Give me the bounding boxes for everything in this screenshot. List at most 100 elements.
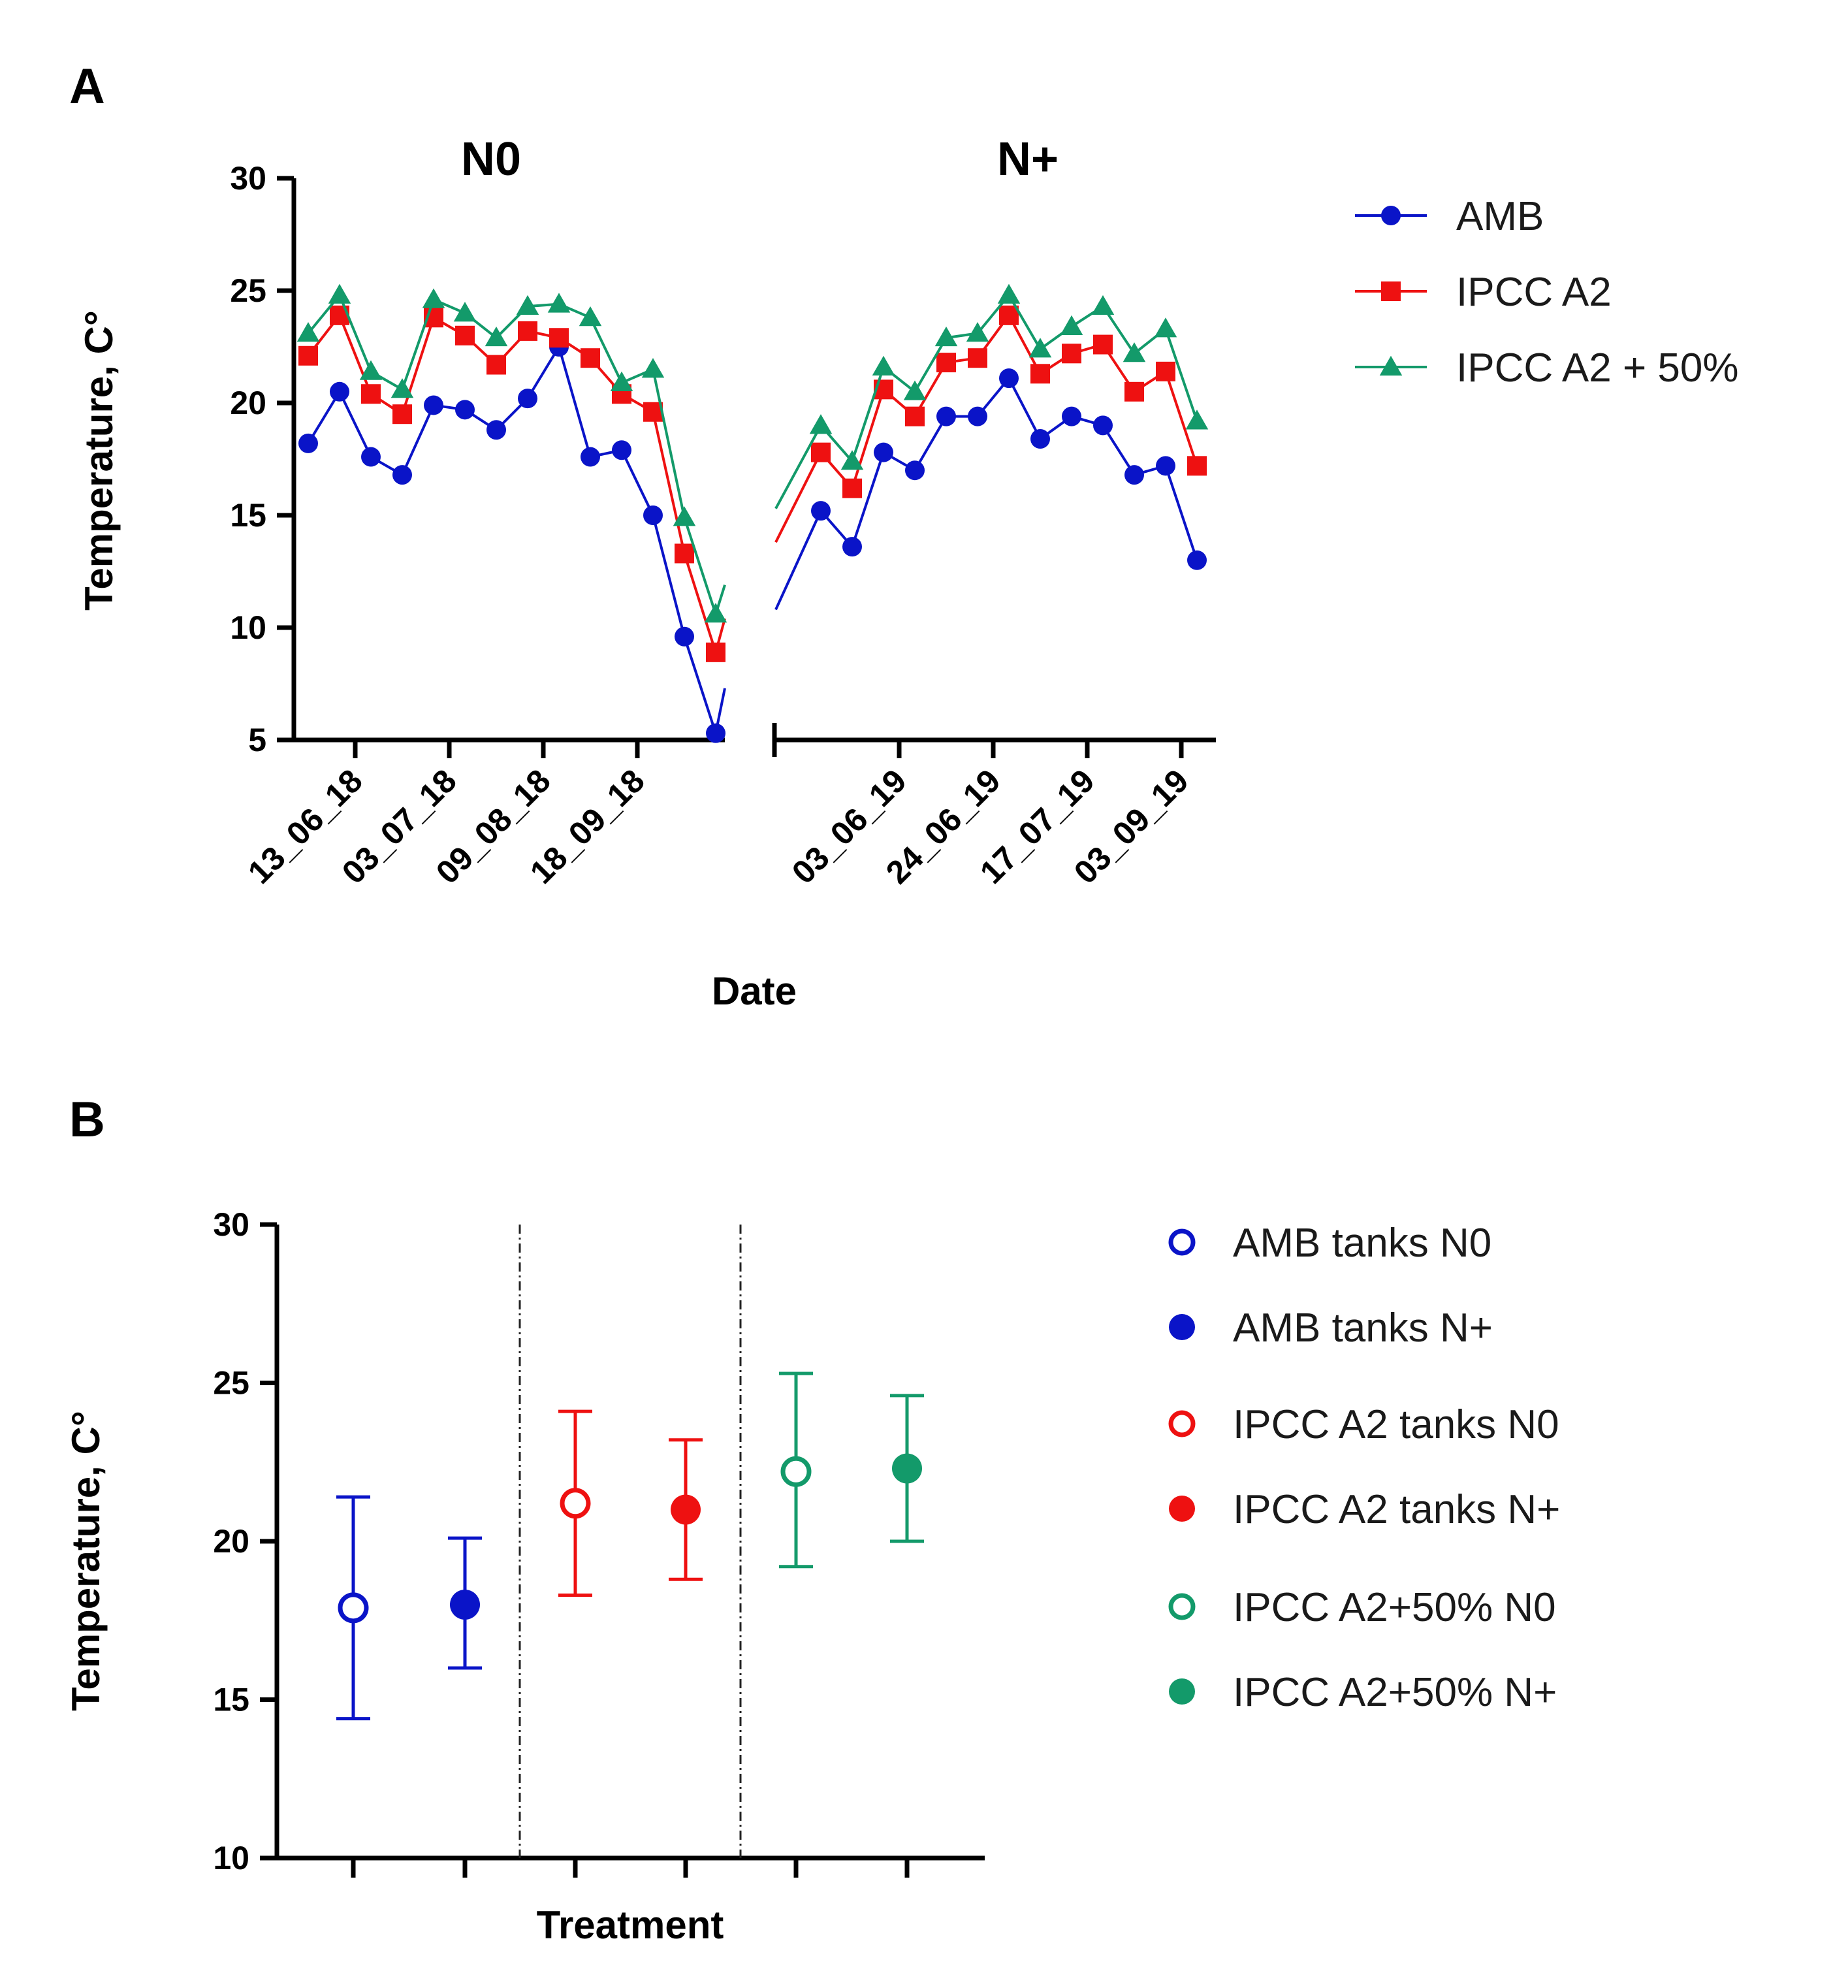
- point-n0-ipcc-a2-0: [298, 345, 318, 366]
- panel-b-ytick-label-25: 25: [213, 1365, 249, 1402]
- point-n-ipcc-a2-0: [811, 442, 831, 462]
- panel-a-ytick-label-20: 20: [230, 385, 266, 421]
- point-n0-amb-6: [486, 420, 506, 440]
- legend-b-label-amb-tanks-n0: AMB tanks N0: [1233, 1221, 1491, 1266]
- legend-b-marker-ipcc-a2-tanks-n0: [1168, 1410, 1196, 1437]
- legend-b-label-ipcc-a2-tanks-n: IPCC A2 tanks N+: [1233, 1487, 1560, 1532]
- panel-a-letter: A: [69, 59, 105, 114]
- point-n-amb-2: [874, 442, 893, 462]
- panel-a-ytick-label-30: 30: [230, 160, 266, 197]
- point-n-amb-12: [1187, 550, 1207, 570]
- point-n0-ipcc-a2-50-0: [296, 322, 320, 342]
- point-n-ipcc-a2-1: [842, 478, 862, 498]
- legend-a-marker-ipcc-a2: [1381, 281, 1401, 301]
- point-n-amb-11: [1156, 456, 1175, 476]
- panel-a-series: [296, 283, 1209, 743]
- panel-b-ylabel: Temperature, C°: [64, 1411, 108, 1711]
- point-n-ipcc-a2-4: [936, 353, 956, 373]
- point-n-ipcc-a2-8: [1062, 344, 1081, 364]
- point-n-ipcc-a2-50-7: [1028, 338, 1052, 358]
- point-n-ipcc-a2-50-0: [809, 414, 833, 434]
- point-n-amb-8: [1062, 406, 1081, 426]
- point-n-ipcc-a2-50-4: [934, 326, 958, 347]
- point-n-amb-0: [811, 501, 831, 521]
- point-n0-ipcc-a2-6: [486, 355, 506, 375]
- point-n-amb-6: [999, 368, 1019, 389]
- point-n0-amb-2: [361, 447, 381, 467]
- point-n0-ipcc-a2-50-7: [516, 295, 539, 315]
- point-n-ipcc-a2-50-2: [872, 355, 895, 376]
- point-n0-amb-3: [392, 465, 412, 485]
- point-n0-ipcc-a2-8: [549, 328, 569, 348]
- point-n-amb-9: [1093, 415, 1113, 436]
- point-n-ipcc-a2-50-9: [1091, 295, 1115, 315]
- point-n-ipcc-a2-50-8: [1060, 315, 1083, 335]
- legend-a-marker-amb: [1381, 206, 1401, 225]
- legend-b-label-amb-tanks-n: AMB tanks N+: [1233, 1306, 1493, 1351]
- point-n-ipcc-a2-50-10: [1123, 342, 1146, 362]
- panel-a-ylabel: Temperature, C°: [77, 310, 121, 611]
- legend-b-label-ipcc-a2-tanks-n0: IPCC A2 tanks N0: [1233, 1402, 1559, 1447]
- legend-b-marker-ipcc-a2-50-n: [1169, 1678, 1195, 1705]
- mean-point-amb-tanks-n: [450, 1590, 480, 1620]
- point-n0-ipcc-a2-13: [706, 642, 725, 662]
- panel-a-xlabel: Date: [712, 969, 797, 1013]
- point-n-ipcc-a2-7: [1030, 364, 1050, 384]
- point-n0-ipcc-a2-50-9: [579, 306, 602, 327]
- facet-title-n0: N0: [461, 133, 521, 185]
- panel-b-ytick-label-10: 10: [213, 1840, 249, 1876]
- point-n0-ipcc-a2-50-4: [422, 288, 445, 308]
- point-n0-amb-0: [298, 433, 318, 453]
- panel-b-ytick-label-20: 20: [213, 1523, 249, 1560]
- legend-b-marker-amb-tanks-n0: [1168, 1228, 1196, 1256]
- point-n-ipcc-a2-3: [905, 406, 925, 426]
- point-n0-amb-11: [643, 505, 663, 525]
- point-n-amb-10: [1124, 465, 1144, 485]
- panel-a-ytick-label-25: 25: [230, 272, 266, 309]
- point-n-ipcc-a2-50-1: [840, 450, 864, 470]
- panel-b-axes: 10 15 20 25 30: [213, 1206, 985, 1878]
- point-n-ipcc-a2-10: [1124, 381, 1144, 402]
- point-n0-ipcc-a2-50-11: [641, 358, 665, 378]
- point-n-amb-5: [968, 406, 987, 426]
- mean-point-amb-tanks-n0: [338, 1592, 369, 1624]
- point-n-amb-1: [842, 537, 862, 557]
- point-n0-ipcc-a2-50-13: [704, 603, 727, 623]
- point-n-ipcc-a2-9: [1093, 334, 1113, 355]
- panel-b-xlabel: Treatment: [537, 1903, 724, 1947]
- point-n-ipcc-a2-50-12: [1185, 409, 1209, 430]
- point-n-ipcc-a2-50-3: [903, 380, 927, 400]
- point-n0-ipcc-a2-50-5: [453, 302, 477, 322]
- point-n0-ipcc-a2-50-8: [547, 293, 571, 313]
- panel-b-legend: AMB tanks N0 AMB tanks N+ IPCC A2 tanks N0…: [1168, 1221, 1560, 1715]
- point-n0-amb-10: [612, 440, 631, 460]
- point-n-amb-3: [905, 460, 925, 481]
- point-n0-ipcc-a2-50-3: [390, 378, 414, 398]
- legend-b-label-ipcc-a2-50-n: IPCC A2+50% N+: [1233, 1670, 1557, 1715]
- point-n0-ipcc-a2-3: [392, 404, 412, 425]
- point-n0-amb-1: [330, 381, 349, 402]
- mean-point-ipcc-a2-50-n0: [780, 1456, 812, 1487]
- panel-b-letter: B: [69, 1092, 105, 1147]
- legend-a-marker-ipcc-a2-50: [1379, 355, 1403, 376]
- point-n0-ipcc-a2-9: [581, 348, 600, 368]
- point-n-ipcc-a2-50-11: [1154, 317, 1177, 338]
- mean-point-ipcc-a2-tanks-n: [671, 1494, 701, 1525]
- point-n0-ipcc-a2-12: [675, 543, 694, 564]
- point-n0-ipcc-a2-50-10: [610, 371, 633, 391]
- panel-a-axes: 5101520253013_06_1803_07_1809_08_1818_09…: [230, 160, 1216, 891]
- legend-a-label-ipcc-a2: IPCC A2: [1456, 270, 1612, 315]
- legend-b-marker-ipcc-a2-50-n0: [1168, 1593, 1196, 1620]
- point-n0-ipcc-a2-50-6: [485, 326, 508, 347]
- point-n-ipcc-a2-5: [968, 348, 987, 368]
- point-n-ipcc-a2-12: [1187, 456, 1207, 476]
- panel-b-ytick-label-30: 30: [213, 1206, 249, 1243]
- panel-b-points: [336, 1371, 924, 1721]
- point-n-amb-4: [936, 406, 956, 426]
- mean-point-ipcc-a2-tanks-n0: [560, 1488, 591, 1519]
- point-n0-ipcc-a2-2: [361, 384, 381, 404]
- legend-a-label-ipcc-a2-50: IPCC A2 + 50%: [1456, 345, 1739, 391]
- point-n0-ipcc-a2-50-1: [328, 283, 351, 304]
- point-n0-amb-12: [675, 626, 694, 647]
